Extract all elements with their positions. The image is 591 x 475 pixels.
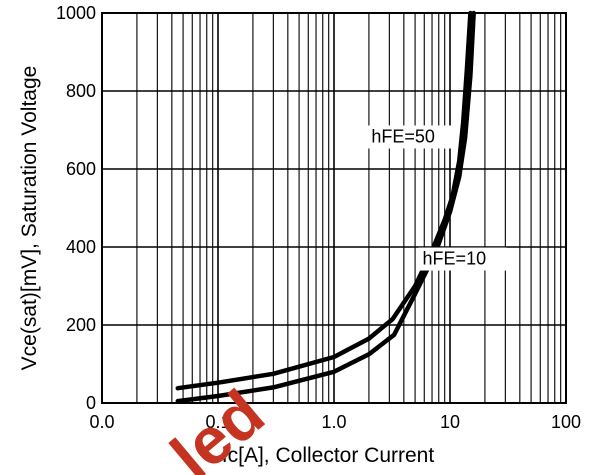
annotation-box-hfe50	[367, 125, 456, 149]
series-line-1	[175, 10, 476, 404]
x-tick-label: 10	[440, 412, 460, 432]
y-tick-label: 800	[66, 81, 96, 101]
series-line-0	[175, 10, 473, 391]
x-tick-labels: 0.0 0.1 1.0 10 100	[89, 412, 581, 432]
y-tick-label: 400	[66, 237, 96, 257]
y-tick-label: 200	[66, 315, 96, 335]
y-tick-label: 600	[66, 159, 96, 179]
y-axis-label: Vce(sat)[mV], Saturation Voltage	[18, 66, 41, 371]
grid-lines	[102, 13, 566, 403]
x-tick-label: 0.1	[205, 412, 230, 432]
series-layer	[175, 10, 476, 404]
annotation-hfe10: hFE=10	[423, 249, 487, 269]
plot-frame	[101, 12, 567, 404]
x-tick-label: 100	[551, 412, 581, 432]
y-tick-label: 0	[86, 393, 96, 413]
y-tick-labels: 0 200 400 600 800 1000	[56, 3, 96, 413]
annotation-hfe50: hFE=50	[371, 126, 435, 146]
annotation-box-hfe10	[418, 247, 507, 271]
y-tick-label: 1000	[56, 3, 96, 23]
annotations-layer: hFE=50 hFE=10	[367, 125, 507, 271]
x-axis-label: Ic[A], Collector Current	[222, 444, 435, 467]
x-tick-label: 1.0	[321, 412, 346, 432]
x-tick-label: 0.0	[89, 412, 114, 432]
